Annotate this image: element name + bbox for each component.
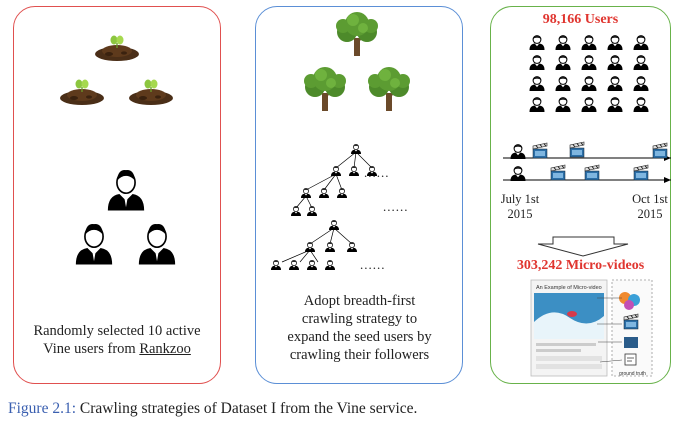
rankzoo-link[interactable]: Rankzoo bbox=[139, 341, 191, 357]
user-icon bbox=[554, 34, 572, 51]
user-icon bbox=[632, 75, 650, 92]
clapperboard-icon bbox=[569, 141, 585, 158]
clapperboard-icon bbox=[633, 164, 649, 181]
user-icon bbox=[107, 169, 145, 212]
user-icon bbox=[606, 96, 624, 113]
caption-line: crawling their followers bbox=[289, 347, 430, 363]
panel-crawling-strategy bbox=[255, 6, 463, 384]
user-icon bbox=[554, 96, 572, 113]
caption-line: crawling strategy to bbox=[301, 311, 418, 327]
seed-icon bbox=[128, 78, 174, 106]
ellipsis: ...... bbox=[360, 257, 386, 272]
end-date-label: Oct 1st 2015 bbox=[626, 192, 674, 222]
ground-truth-label: ground truth bbox=[619, 371, 646, 377]
clapperboard-icon bbox=[550, 164, 566, 181]
tree-icon bbox=[335, 11, 379, 57]
clapperboard-icon bbox=[532, 142, 548, 159]
tree-icon bbox=[303, 66, 347, 112]
date-text: Oct 1st bbox=[632, 192, 668, 206]
user-icon bbox=[580, 96, 598, 113]
user-icon bbox=[580, 54, 598, 71]
figure-label: Figure 2.1: bbox=[8, 400, 77, 417]
user-icon bbox=[632, 54, 650, 71]
user-icon bbox=[554, 75, 572, 92]
date-text: 2015 bbox=[637, 207, 663, 221]
user-icon bbox=[554, 54, 572, 71]
follower-tree-icon bbox=[295, 151, 373, 209]
user-icon bbox=[75, 223, 113, 266]
figure-caption: Figure 2.1: Crawling strategies of Datas… bbox=[8, 400, 417, 418]
micro-videos-count-title: 303,242 Micro-videos bbox=[516, 258, 645, 273]
date-text: 2015 bbox=[507, 207, 533, 221]
tree-icon bbox=[367, 66, 411, 112]
caption-line: expand the seed users by bbox=[287, 329, 432, 345]
user-icon bbox=[528, 75, 546, 92]
user-icon bbox=[606, 34, 624, 51]
example-title: An Example of Micro-video bbox=[536, 285, 602, 291]
user-icon bbox=[528, 96, 546, 113]
user-icon bbox=[580, 34, 598, 51]
user-icon bbox=[580, 75, 598, 92]
users-grid bbox=[528, 34, 650, 113]
caption-line: Randomly selected 10 active bbox=[33, 323, 201, 339]
user-icon bbox=[606, 75, 624, 92]
users-count-title: 98,166 Users bbox=[542, 12, 619, 27]
crawling-strategy-caption: Adopt breadth-first crawling strategy to… bbox=[262, 292, 457, 364]
micro-video-example bbox=[530, 279, 653, 377]
figure-caption-text: Crawling strategies of Dataset I from th… bbox=[76, 400, 418, 417]
clapperboard-icon bbox=[584, 164, 600, 181]
caption-line: Adopt breadth-first bbox=[303, 293, 416, 309]
user-icon bbox=[632, 96, 650, 113]
user-icon bbox=[606, 54, 624, 71]
caption-line: Vine users from Rankzoo bbox=[18, 340, 216, 358]
down-arrow-icon bbox=[537, 236, 629, 257]
seed-icon bbox=[94, 34, 140, 62]
follower-tree-icon bbox=[281, 227, 353, 263]
seed-users-caption: Randomly selected 10 active Vine users f… bbox=[18, 322, 216, 358]
ellipsis: ...... bbox=[364, 165, 390, 180]
user-icon bbox=[509, 165, 527, 182]
start-date-label: July 1st 2015 bbox=[500, 192, 540, 222]
user-icon bbox=[138, 223, 176, 266]
seed-icon bbox=[59, 78, 105, 106]
user-icon bbox=[632, 34, 650, 51]
date-text: July 1st bbox=[500, 192, 540, 206]
user-icon bbox=[509, 143, 527, 160]
ellipsis: ...... bbox=[383, 199, 409, 214]
user-icon bbox=[528, 34, 546, 51]
user-icon bbox=[528, 54, 546, 71]
clapperboard-icon bbox=[652, 142, 668, 159]
caption-text: Vine users from bbox=[43, 341, 140, 357]
